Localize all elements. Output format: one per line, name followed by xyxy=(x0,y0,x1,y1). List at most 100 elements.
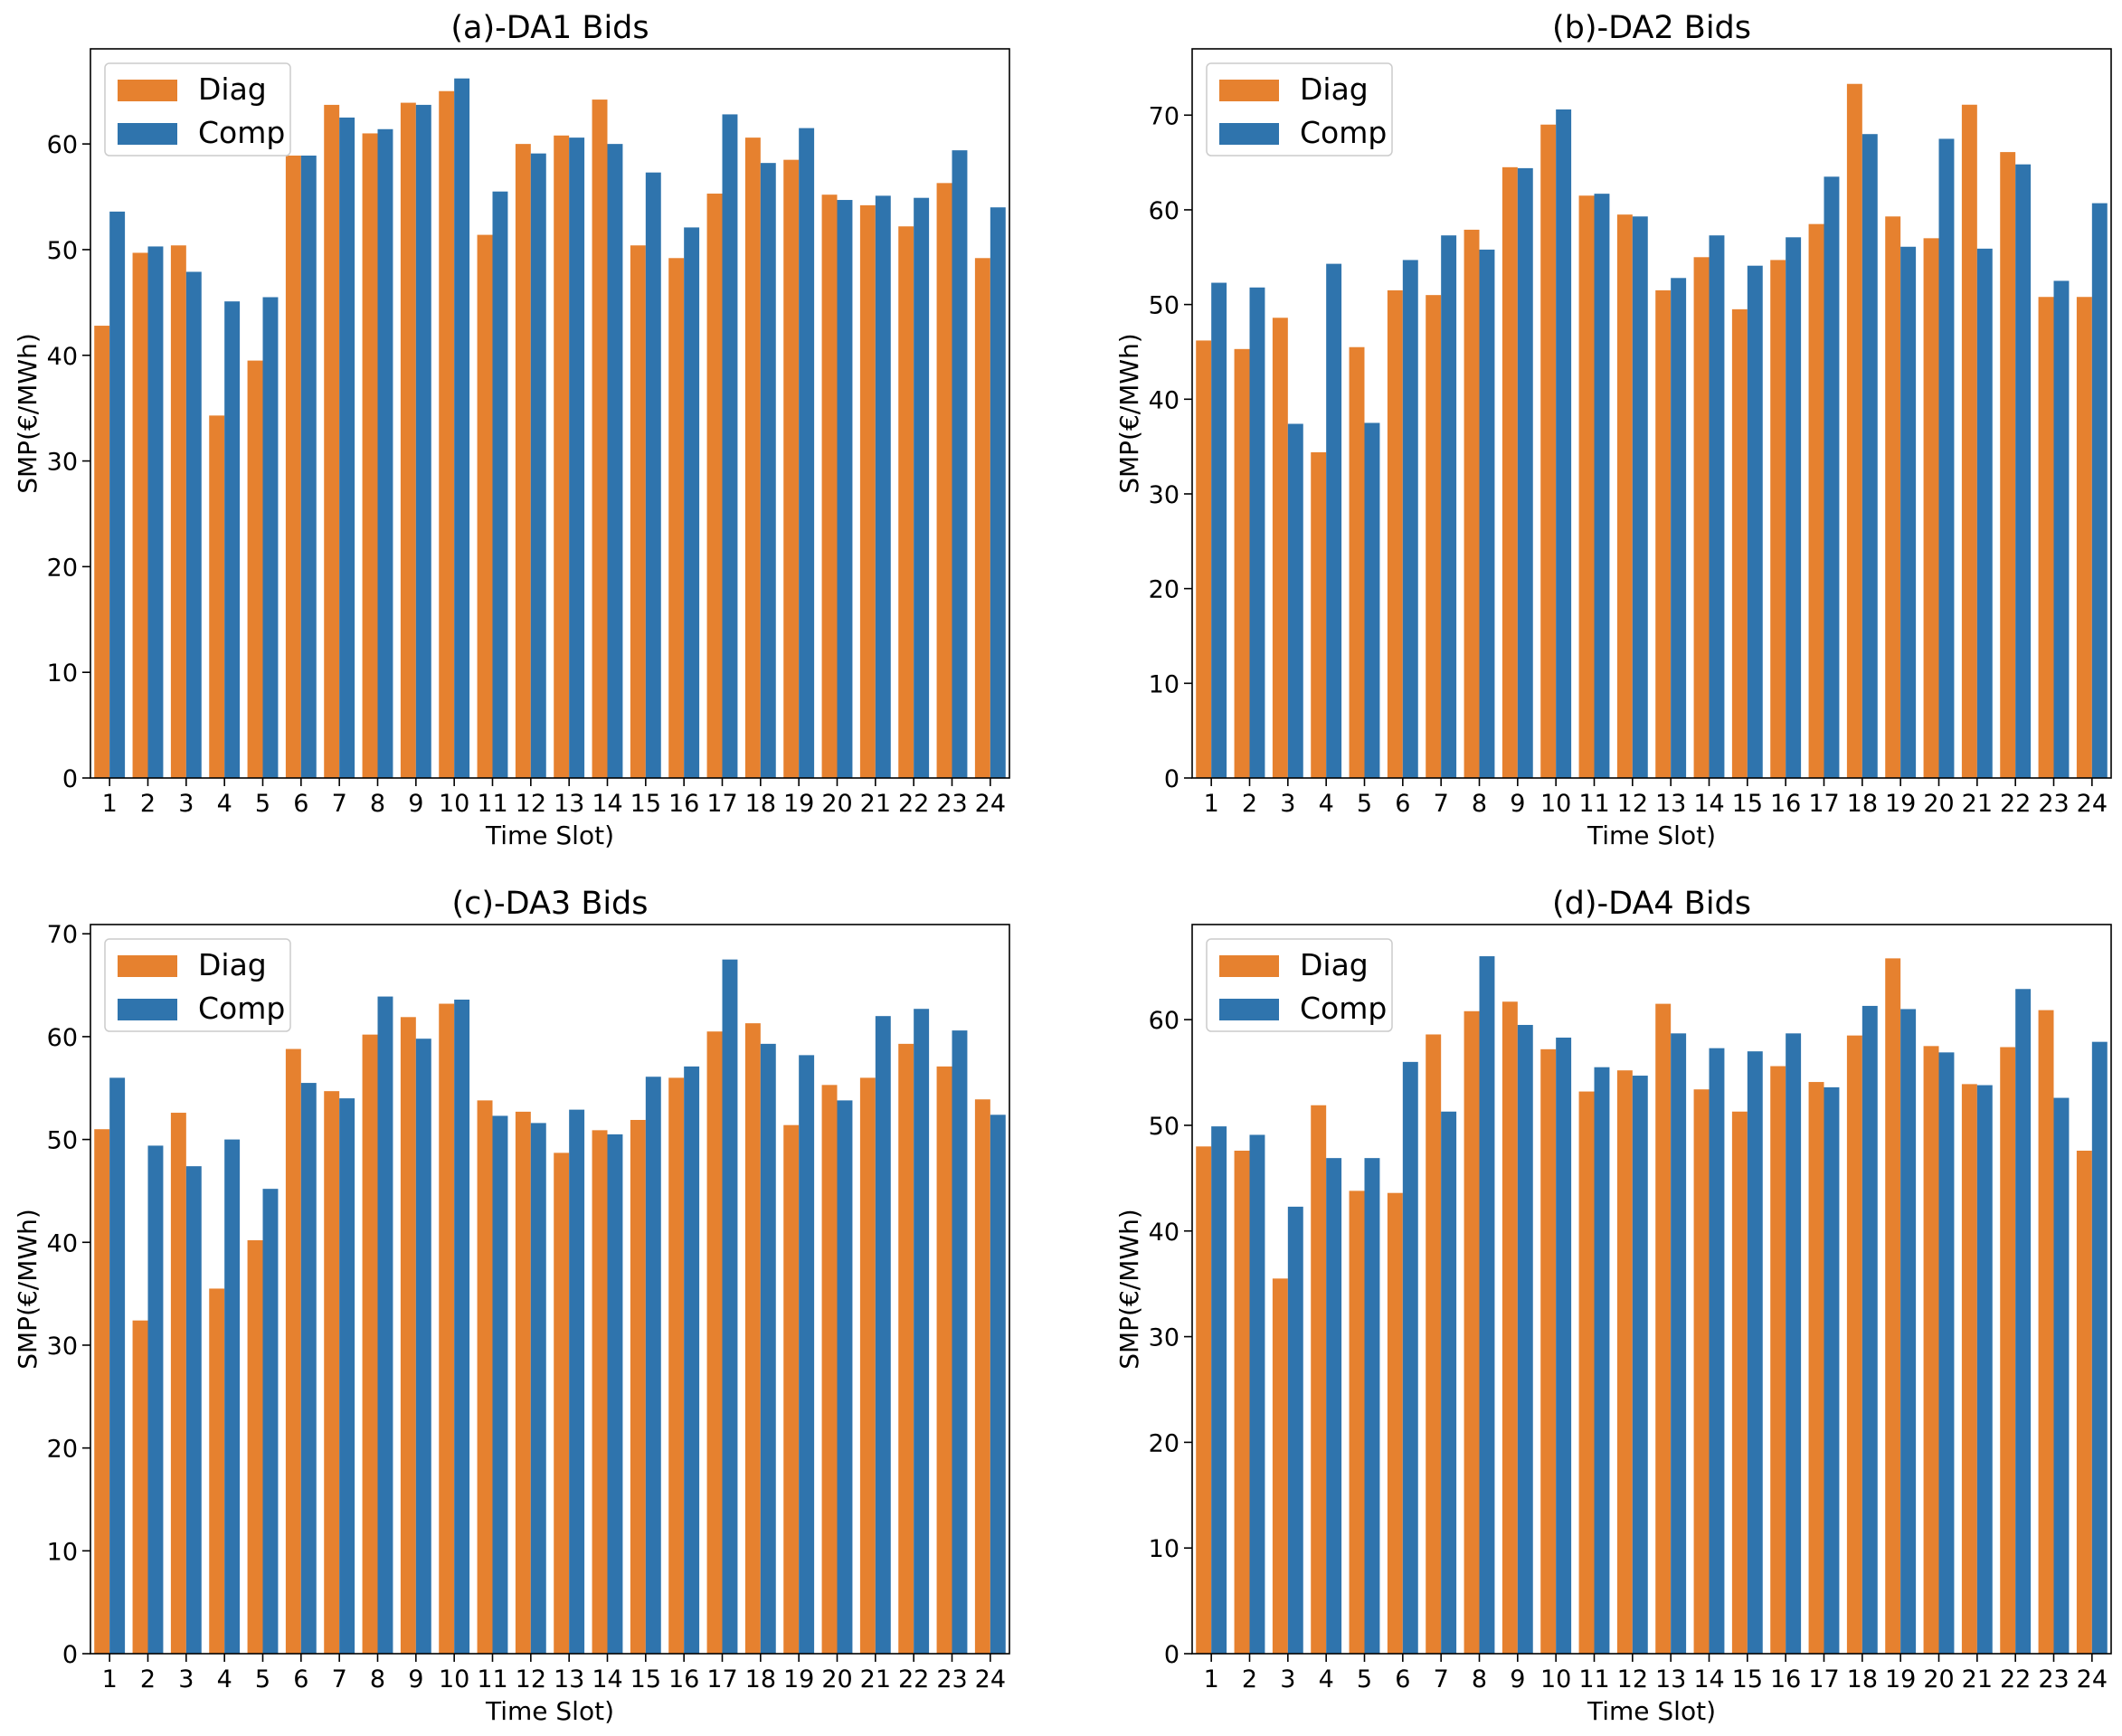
x-tick-label: 8 xyxy=(370,1665,385,1693)
y-tick-label: 60 xyxy=(47,131,78,159)
bar-diag-22 xyxy=(2000,1047,2016,1654)
x-tick-label: 8 xyxy=(1472,1665,1487,1693)
x-tick-label: 18 xyxy=(745,1665,776,1693)
bar-comp-8 xyxy=(377,128,393,778)
y-tick-label: 70 xyxy=(47,921,78,949)
x-tick-label: 2 xyxy=(140,790,156,818)
y-tick-label: 50 xyxy=(47,237,78,265)
bar-comp-4 xyxy=(224,1139,241,1654)
bar-diag-21 xyxy=(859,204,876,778)
y-tick-label: 20 xyxy=(47,1436,78,1464)
x-tick-label: 17 xyxy=(1808,1665,1839,1693)
bar-diag-22 xyxy=(2000,152,2016,779)
bar-diag-9 xyxy=(400,102,416,778)
bar-diag-23 xyxy=(936,183,952,779)
y-tick-label: 20 xyxy=(47,554,78,582)
bar-comp-5 xyxy=(1364,422,1380,778)
x-tick-label: 23 xyxy=(936,1665,967,1693)
x-tick-label: 12 xyxy=(1617,790,1648,818)
bar-diag-1 xyxy=(1196,1146,1212,1654)
y-tick-label: 40 xyxy=(47,1229,78,1257)
bar-diag-13 xyxy=(1655,1003,1672,1654)
bar-comp-6 xyxy=(300,1083,317,1654)
bar-diag-24 xyxy=(974,1099,990,1654)
y-axis-label: SMP(€/MWh) xyxy=(13,333,43,494)
y-tick-label: 60 xyxy=(1149,1007,1179,1035)
x-tick-label: 7 xyxy=(1434,1665,1449,1693)
bar-comp-17 xyxy=(722,114,738,779)
x-tick-label: 10 xyxy=(439,790,469,818)
bar-diag-7 xyxy=(324,104,340,778)
y-tick-label: 40 xyxy=(1149,386,1179,414)
bar-diag-10 xyxy=(1540,1048,1557,1654)
x-tick-label: 17 xyxy=(706,1665,737,1693)
bar-comp-3 xyxy=(185,1166,202,1654)
x-axis-label: Time Slot) xyxy=(485,1696,614,1726)
x-tick-label: 16 xyxy=(1770,1665,1801,1693)
bar-diag-6 xyxy=(285,1048,301,1654)
x-tick-label: 24 xyxy=(975,1665,1006,1693)
bar-diag-4 xyxy=(209,415,225,778)
bar-diag-6 xyxy=(285,155,301,779)
bar-diag-5 xyxy=(247,1240,263,1654)
bar-comp-3 xyxy=(1287,1206,1303,1654)
x-tick-label: 23 xyxy=(2038,790,2069,818)
y-tick-label: 30 xyxy=(1149,1324,1179,1352)
legend-label-diag: Diag xyxy=(1300,71,1369,107)
bar-diag-5 xyxy=(247,360,263,778)
bar-diag-4 xyxy=(1311,451,1327,778)
bar-diag-17 xyxy=(1808,1082,1824,1654)
bar-comp-13 xyxy=(569,138,585,778)
x-tick-label: 15 xyxy=(630,790,661,818)
x-axis-label: Time Slot) xyxy=(485,821,614,850)
y-tick-label: 20 xyxy=(1149,576,1179,604)
legend-swatch-diag xyxy=(1219,955,1279,977)
y-tick-label: 0 xyxy=(1164,765,1179,793)
x-tick-label: 21 xyxy=(1962,1665,1993,1693)
y-tick-label: 10 xyxy=(47,659,78,688)
bar-comp-1 xyxy=(1211,1126,1227,1654)
bar-diag-12 xyxy=(515,144,531,778)
bar-diag-23 xyxy=(2038,1010,2054,1654)
bar-comp-18 xyxy=(760,1043,776,1654)
bar-comp-11 xyxy=(492,1115,508,1654)
x-tick-label: 24 xyxy=(2077,790,2108,818)
legend-label-comp: Comp xyxy=(198,115,285,150)
x-tick-label: 1 xyxy=(102,1665,118,1693)
bar-comp-23 xyxy=(2053,280,2070,778)
x-tick-label: 13 xyxy=(1655,1665,1686,1693)
bar-diag-8 xyxy=(1464,229,1480,778)
x-tick-label: 5 xyxy=(255,790,270,818)
x-tick-label: 22 xyxy=(898,790,929,818)
bar-comp-20 xyxy=(1938,1052,1955,1654)
x-tick-label: 7 xyxy=(332,790,347,818)
bar-comp-6 xyxy=(1402,260,1418,778)
bar-comp-15 xyxy=(1747,265,1763,779)
bar-diag-18 xyxy=(744,1023,761,1654)
x-tick-label: 23 xyxy=(936,790,967,818)
x-tick-label: 18 xyxy=(745,790,776,818)
bar-comp-12 xyxy=(530,153,546,778)
bar-comp-21 xyxy=(875,1016,891,1654)
bar-diag-20 xyxy=(821,194,838,778)
bar-diag-2 xyxy=(1234,1150,1250,1654)
x-tick-label: 5 xyxy=(1357,1665,1372,1693)
bar-diag-2 xyxy=(132,1320,148,1654)
x-tick-label: 11 xyxy=(477,1665,507,1693)
bar-comp-12 xyxy=(1632,1076,1648,1654)
x-tick-label: 11 xyxy=(477,790,507,818)
y-tick-label: 0 xyxy=(62,765,78,793)
bar-comp-16 xyxy=(684,1066,700,1654)
y-tick-label: 30 xyxy=(1149,481,1179,509)
bar-comp-24 xyxy=(2091,203,2108,778)
x-tick-label: 18 xyxy=(1847,1665,1878,1693)
x-tick-label: 6 xyxy=(293,1665,308,1693)
bar-comp-19 xyxy=(799,128,815,779)
bar-diag-15 xyxy=(1731,308,1748,778)
x-tick-label: 24 xyxy=(2077,1665,2108,1693)
bar-comp-18 xyxy=(1861,134,1878,778)
bar-diag-20 xyxy=(1923,238,1939,779)
bar-comp-11 xyxy=(1594,1067,1610,1654)
bar-comp-8 xyxy=(1479,249,1495,778)
